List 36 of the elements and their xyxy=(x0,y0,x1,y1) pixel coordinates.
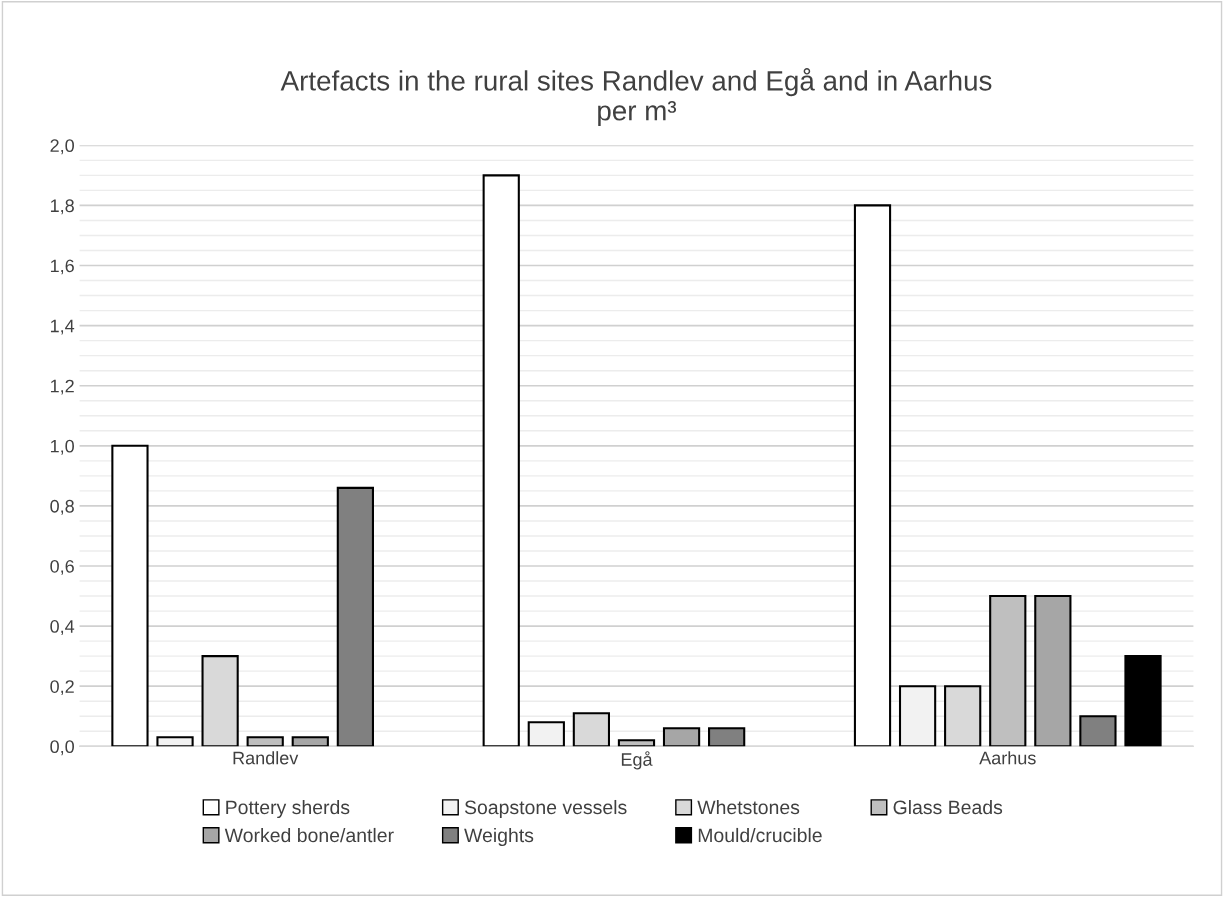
bar xyxy=(1034,595,1072,747)
y-tick-label: 0,2 xyxy=(50,680,74,696)
bar xyxy=(1124,655,1162,747)
y-tick-label: 0,8 xyxy=(50,499,74,515)
bar xyxy=(989,595,1027,747)
bar xyxy=(662,727,701,747)
legend-label: Mould/crucible xyxy=(698,827,822,843)
y-tick-label: 0,0 xyxy=(50,740,74,756)
x-tick-label: Aarhus xyxy=(979,751,1036,765)
bar xyxy=(111,444,149,747)
legend-label: Whetstones xyxy=(697,799,800,815)
x-tick-label: Egå xyxy=(621,751,653,770)
y-tick-label: 1,2 xyxy=(50,379,74,395)
y-tick-label: 0,6 xyxy=(50,559,74,575)
bar xyxy=(853,204,892,747)
x-tick-label: Randlev xyxy=(233,751,299,765)
chart-title: Artefacts in the rural sites Randlev and Egå and in Aarhus per m³ xyxy=(280,68,992,127)
y-tick-label: 1,8 xyxy=(50,199,74,215)
y-tick-label: 1,6 xyxy=(50,259,74,275)
y-tick-label: 2,0 xyxy=(50,139,74,155)
bar xyxy=(291,736,329,747)
bar xyxy=(1079,715,1117,747)
bar xyxy=(336,486,374,747)
legend-label: Pottery sherds xyxy=(226,799,350,819)
legend-label: Weights xyxy=(464,827,534,847)
y-tick-label: 1,4 xyxy=(50,319,75,335)
legend-label: Worked bone/antler xyxy=(224,827,394,843)
legend-label: Glass Beads xyxy=(893,799,1003,815)
bar xyxy=(246,736,284,747)
bar xyxy=(617,739,656,747)
legend-label: Soapstone vessels xyxy=(464,799,627,819)
bar xyxy=(708,727,746,747)
bar xyxy=(482,174,520,747)
y-tick-label: 1,0 xyxy=(50,439,74,455)
y-tick-label: 0,4 xyxy=(50,620,75,635)
bar xyxy=(156,736,194,747)
